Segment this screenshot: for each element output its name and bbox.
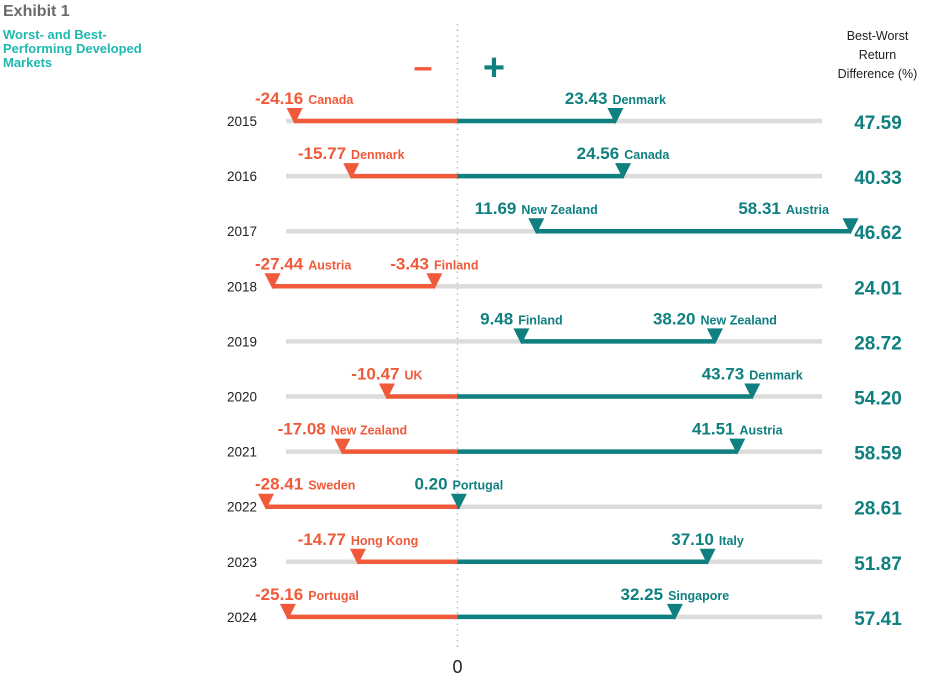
- worst-marker: [258, 493, 275, 510]
- difference-value: 28.61: [854, 499, 902, 520]
- best-marker: [607, 108, 624, 124]
- worst-marker: [378, 383, 395, 400]
- year-label: 2023: [227, 555, 257, 570]
- exhibit-label: Exhibit 1: [3, 3, 70, 20]
- worst-marker: [343, 163, 360, 180]
- year-label: 2022: [227, 500, 257, 515]
- difference-value: 40.33: [854, 168, 902, 189]
- year-label: 2024: [227, 610, 258, 625]
- best-marker: [729, 438, 746, 455]
- best-label: 38.20 New Zealand: [653, 309, 777, 328]
- difference-value: 54.20: [854, 389, 902, 410]
- minus-sign: –: [414, 48, 433, 86]
- best-marker: [706, 328, 723, 345]
- best-label: 37.10 Italy: [671, 530, 744, 549]
- difference-value: 46.62: [854, 223, 902, 244]
- difference-value: 28.72: [854, 333, 902, 354]
- plus-sign: +: [483, 47, 505, 89]
- worst-marker: [349, 548, 366, 565]
- worst-marker: [528, 218, 545, 235]
- best-label: 58.31 Austria: [738, 199, 830, 218]
- year-label: 2021: [227, 445, 257, 460]
- worst-label: -15.77 Denmark: [298, 144, 405, 163]
- zero-tick-label: 0: [452, 657, 462, 677]
- difference-value: 57.41: [854, 609, 902, 630]
- worst-marker: [264, 273, 281, 290]
- best-marker: [615, 163, 632, 180]
- worst-marker: [286, 108, 303, 124]
- worst-label: -25.16 Portugal: [255, 585, 359, 604]
- year-label: 2017: [227, 224, 257, 239]
- worst-label: -10.47 UK: [351, 365, 422, 384]
- chart-title: Worst- and Best- Performing Developed Ma…: [3, 27, 142, 70]
- difference-value: 47.59: [854, 113, 902, 134]
- best-marker: [666, 603, 683, 620]
- best-label: 43.73 Denmark: [702, 365, 803, 384]
- worst-label: 9.48 Finland: [480, 309, 563, 328]
- best-label: 41.51 Austria: [692, 420, 784, 439]
- best-label: 23.43 Denmark: [565, 89, 666, 108]
- best-marker: [450, 493, 467, 510]
- best-label: -3.43 Finland: [390, 254, 478, 273]
- best-label: 32.25 Singapore: [621, 585, 730, 604]
- year-label: 2018: [227, 279, 257, 294]
- worst-label: -17.08 New Zealand: [278, 420, 408, 439]
- worst-marker: [513, 328, 530, 345]
- difference-value: 24.01: [854, 278, 902, 299]
- difference-value: 58.59: [854, 444, 902, 465]
- worst-label: -14.77 Hong Kong: [298, 530, 419, 549]
- worst-label: -27.44 Austria: [255, 254, 352, 273]
- year-label: 2016: [227, 169, 257, 184]
- best-marker: [842, 218, 859, 235]
- best-label: 24.56 Canada: [577, 144, 671, 163]
- best-marker: [699, 548, 716, 565]
- year-label: 2015: [227, 114, 257, 129]
- worst-label: -28.41 Sweden: [255, 475, 355, 494]
- worst-marker: [334, 438, 351, 455]
- difference-column-header: Best-Worst Return Difference (%): [837, 29, 918, 81]
- best-label: 0.20 Portugal: [414, 475, 503, 494]
- worst-marker: [279, 603, 296, 620]
- worst-label: -24.16 Canada: [255, 89, 354, 108]
- year-label: 2020: [227, 390, 257, 405]
- worst-label: 11.69 New Zealand: [475, 199, 598, 218]
- best-marker: [426, 273, 443, 290]
- year-label: 2019: [227, 334, 257, 349]
- difference-value: 51.87: [854, 554, 902, 575]
- best-marker: [744, 383, 761, 400]
